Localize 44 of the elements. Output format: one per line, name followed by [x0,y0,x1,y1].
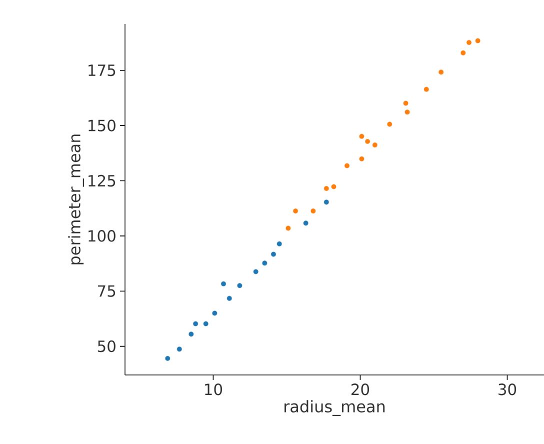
x-tick-label: 20 [351,384,370,396]
point [438,69,444,75]
point [324,186,330,192]
point [466,40,472,46]
y-tick-label: 175 [88,64,116,76]
y-tick-label: 100 [88,230,116,242]
point [212,310,218,316]
point [220,281,226,287]
point [285,225,291,231]
y-tick-label: 75 [98,285,116,297]
point [176,346,182,352]
point [475,38,481,44]
point [303,220,309,226]
x-tick-label: 10 [205,384,222,396]
x-tick-label: 30 [498,384,516,396]
point [188,331,194,337]
y-tick-label: 50 [98,340,116,352]
y-tick-label: 150 [88,120,116,132]
point [253,268,259,274]
point [372,142,378,148]
point [192,321,198,327]
y-tick-label: 125 [88,174,116,187]
point [364,138,370,144]
point [270,251,276,257]
point [310,208,316,214]
point [358,156,364,162]
point [403,100,409,106]
point [276,241,282,247]
point [386,121,392,127]
point [331,184,337,190]
point [236,282,242,288]
point [226,296,232,302]
point [424,86,430,92]
point [164,356,170,362]
point [262,260,268,266]
point [460,50,466,56]
point [292,208,298,214]
point [358,134,364,140]
point [344,162,350,168]
point [324,199,330,205]
x-axis-title: radius_mean [284,400,385,416]
y-axis-title: perimeter_mean [68,134,84,264]
point [404,109,410,115]
point [203,321,209,327]
